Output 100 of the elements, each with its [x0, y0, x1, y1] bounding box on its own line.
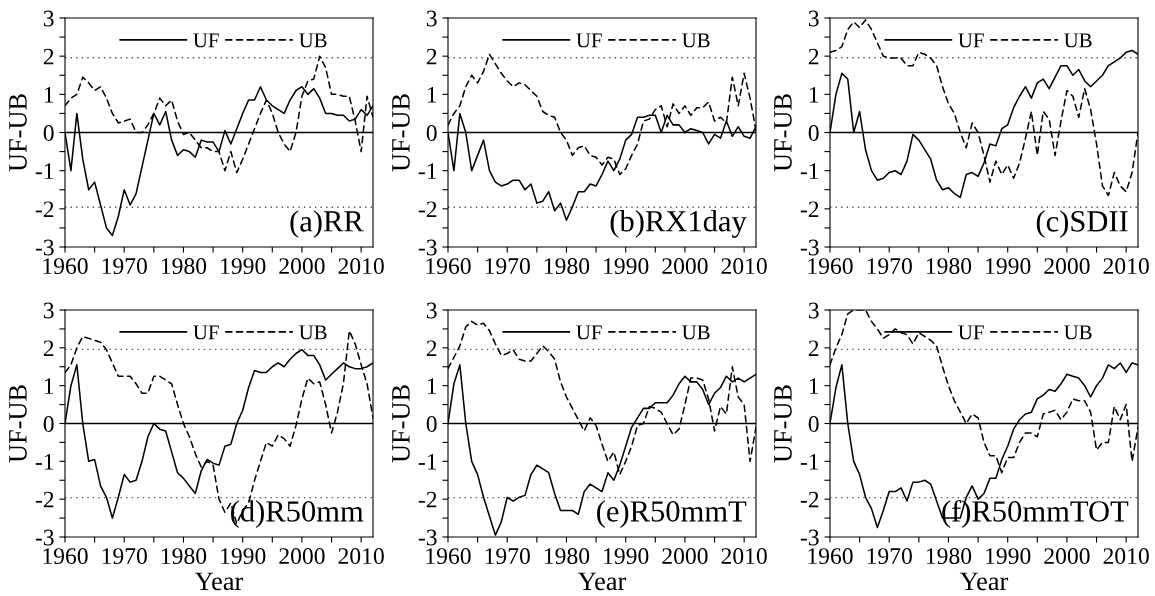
x-tick-label: 1990 [604, 548, 649, 565]
y-tick-label: -2 [35, 201, 54, 218]
y-tick-label: -3 [418, 529, 437, 546]
y-tick-label: 3 [43, 10, 54, 27]
x-tick-label: 1980 [161, 548, 207, 565]
y-tick-label: -3 [35, 239, 54, 256]
y-tick-label: 2 [426, 48, 437, 65]
legend-label: UB [682, 325, 710, 340]
legend-label: UF [576, 325, 602, 340]
legend-label: UB [682, 33, 710, 48]
y-tick-label: -3 [35, 529, 54, 546]
y-tick-label: -2 [418, 201, 437, 218]
x-tick-label: 2000 [279, 548, 325, 565]
y-tick-label: 1 [427, 378, 437, 394]
y-tick-label: 3 [808, 10, 819, 27]
x-tick-label: 1960 [43, 258, 88, 275]
y-tick-label: -1 [800, 163, 819, 179]
annotation: (f)R50mmTOT [942, 499, 1129, 528]
y-axis-title: UF-UB [392, 94, 410, 172]
y-tick-label: 0 [808, 124, 819, 141]
x-tick-label: 1980 [926, 258, 972, 275]
y-tick-label: -2 [418, 491, 437, 508]
y-tick-label: 3 [426, 10, 437, 27]
y-tick-label: 1 [809, 378, 819, 394]
annotation: (b)RX1day [610, 210, 747, 238]
y-tick-label: 2 [426, 340, 437, 357]
y-tick-label: 3 [43, 302, 54, 319]
y-tick-label: 2 [808, 340, 819, 357]
x-tick-label: 1990 [221, 258, 266, 275]
x-tick-label: 1970 [102, 548, 147, 565]
legend-label: UB [1064, 33, 1092, 48]
y-tick-label: 0 [808, 415, 819, 432]
y-axis-title: UF-UB [392, 385, 410, 463]
y-tick-label: 2 [43, 340, 54, 357]
y-tick-label: 0 [43, 415, 54, 432]
x-tick-label: 1960 [43, 548, 88, 565]
x-tick-label: 2000 [662, 258, 708, 275]
annotation: (e)R50mmT [597, 500, 747, 528]
x-tick-label: 1970 [867, 258, 912, 275]
x-tick-label: 2000 [1044, 258, 1090, 275]
y-axis-title: UF-UB [9, 385, 27, 463]
legend-label: UF [958, 325, 984, 340]
legend-label: UB [299, 33, 327, 48]
y-axis-title: UF-UB [9, 94, 27, 172]
y-tick-label: -3 [800, 529, 819, 546]
y-tick-label: -1 [35, 453, 54, 470]
y-tick-label: -2 [35, 491, 54, 508]
x-tick-label: 1990 [986, 258, 1031, 275]
legend-label: UB [1064, 325, 1092, 340]
legend-label: UF [576, 33, 602, 48]
y-tick-label: 2 [808, 48, 819, 65]
x-tick-label: 1960 [426, 258, 471, 275]
x-axis-title: Year [959, 572, 1009, 591]
y-axis-title: UF-UB [774, 94, 792, 172]
x-tick-label: 2010 [338, 548, 384, 565]
y-tick-label: 3 [426, 302, 437, 319]
x-tick-label: 1960 [808, 258, 853, 275]
x-tick-label: 2010 [1103, 258, 1149, 275]
x-tick-label: 2010 [338, 258, 384, 275]
y-tick-label: -1 [418, 453, 437, 470]
x-tick-label: 2000 [662, 548, 708, 565]
x-tick-label: 1970 [485, 258, 530, 275]
y-tick-label: -2 [800, 201, 819, 218]
y-tick-label: -1 [418, 163, 437, 179]
y-tick-label: -3 [800, 239, 819, 256]
y-tick-label: -1 [800, 453, 819, 470]
y-axis-title: UF-UB [774, 385, 792, 463]
x-tick-label: 2010 [1103, 548, 1149, 565]
y-tick-label: 1 [427, 86, 437, 103]
x-tick-label: 1980 [544, 548, 590, 565]
x-tick-label: 2000 [279, 258, 325, 275]
y-tick-label: 3 [808, 302, 819, 319]
x-tick-label: 1960 [808, 548, 853, 565]
x-tick-label: 1980 [926, 548, 972, 565]
y-tick-label: -3 [418, 239, 437, 256]
annotation: (c)SDII [1036, 210, 1128, 238]
x-axis-title: Year [194, 572, 244, 591]
x-tick-label: 2010 [721, 258, 767, 275]
y-tick-label: 0 [43, 124, 54, 141]
legend-label: UB [299, 325, 327, 340]
y-tick-label: -2 [800, 491, 819, 508]
y-tick-label: 1 [44, 86, 54, 103]
y-tick-label: 0 [426, 124, 437, 141]
annotation: (a)RR [290, 210, 364, 238]
x-tick-label: 2000 [1044, 548, 1090, 565]
x-tick-label: 1970 [102, 258, 147, 275]
legend-label: UF [958, 33, 984, 48]
y-tick-label: 0 [426, 415, 437, 432]
x-tick-label: 1990 [986, 548, 1031, 565]
x-tick-label: 2010 [721, 548, 767, 565]
y-tick-label: -1 [35, 163, 54, 179]
x-tick-label: 1990 [604, 258, 649, 275]
y-tick-label: 1 [809, 86, 819, 103]
x-axis-title: Year [577, 572, 627, 591]
x-tick-label: 1970 [485, 548, 530, 565]
x-tick-label: 1990 [221, 548, 266, 565]
y-tick-label: 1 [44, 378, 54, 394]
y-tick-label: 2 [43, 48, 54, 65]
legend-label: UF [193, 325, 219, 340]
x-tick-label: 1980 [544, 258, 590, 275]
